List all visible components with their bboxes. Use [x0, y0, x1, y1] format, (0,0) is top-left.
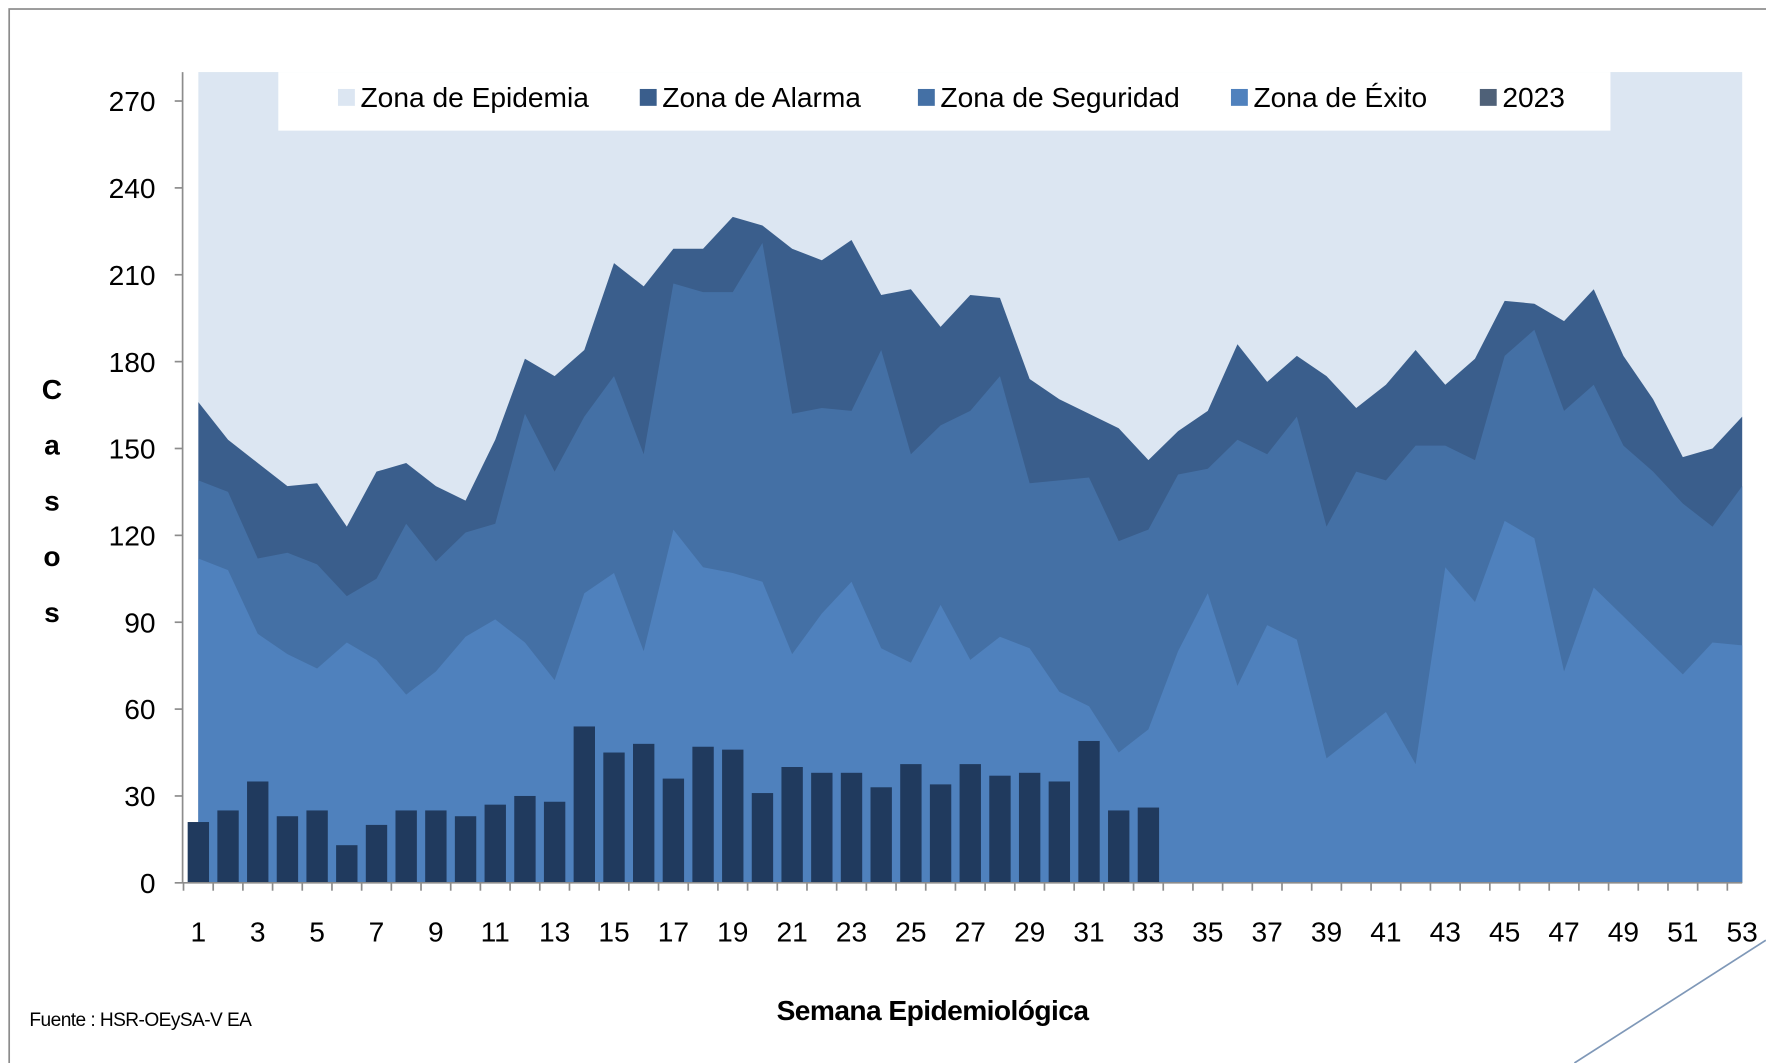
x-tick-label: 25 [895, 916, 926, 947]
source-note: Fuente : HSR-OEySA-V EA [29, 1010, 252, 1031]
y-tick-label: 150 [109, 434, 156, 465]
legend-swatch [337, 88, 355, 106]
bar [662, 778, 685, 883]
y-tick-label: 240 [109, 173, 156, 204]
x-tick-label: 47 [1548, 916, 1579, 947]
bar [1108, 810, 1130, 883]
bar [603, 752, 625, 883]
bar [217, 810, 239, 883]
y-tick-label: 120 [109, 520, 156, 551]
bar [454, 816, 477, 883]
legend-swatch [1479, 88, 1497, 106]
bar [425, 810, 447, 883]
bar [1137, 807, 1160, 883]
bar [781, 767, 803, 883]
y-axis-title: Casos [36, 374, 67, 653]
bar [633, 743, 655, 883]
x-tick-label: 11 [481, 916, 510, 947]
bar [1048, 781, 1071, 883]
y-tick-label: 210 [109, 260, 156, 291]
x-tick-label: 13 [539, 916, 570, 947]
x-tick-label: 7 [369, 916, 385, 947]
x-tick-label: 53 [1727, 916, 1758, 947]
x-tick-label: 35 [1192, 916, 1223, 947]
y-tick-label: 180 [109, 347, 156, 378]
bar [276, 816, 299, 883]
x-tick-label: 5 [309, 916, 325, 947]
x-tick-label: 17 [658, 916, 689, 947]
bar [573, 726, 596, 883]
bar [870, 787, 892, 883]
bar [514, 795, 536, 883]
x-tick-label: 33 [1133, 916, 1164, 947]
bar [187, 822, 210, 883]
x-tick-label: 27 [955, 916, 986, 947]
y-tick-label: 90 [124, 607, 155, 638]
bar [1018, 772, 1041, 883]
bar [929, 784, 952, 883]
x-tick-label: 51 [1667, 916, 1698, 947]
bar [840, 772, 863, 883]
bar [989, 775, 1011, 883]
y-tick-label: 60 [124, 694, 155, 725]
legend-label: Zona de Epidemia [361, 82, 590, 113]
x-tick-label: 31 [1073, 916, 1104, 947]
decorative-line [1573, 939, 1766, 1063]
bar [306, 810, 328, 883]
x-tick-label: 19 [717, 916, 748, 947]
legend-swatch [917, 88, 935, 106]
x-tick-label: 49 [1608, 916, 1639, 947]
bar [336, 845, 358, 883]
bar [1078, 740, 1100, 883]
x-tick-label: 21 [776, 916, 807, 947]
legend-label: Zona de Alarma [662, 82, 861, 113]
legend-label: 2023 [1502, 82, 1565, 113]
bar [751, 793, 774, 883]
legend-swatch [1230, 88, 1248, 106]
legend: Zona de Epidemia Zona de Alarma Zona de Se… [337, 82, 1565, 113]
x-tick-label: 9 [428, 916, 444, 947]
x-tick-label: 37 [1252, 916, 1283, 947]
x-tick-label: 23 [836, 916, 867, 947]
frame [8, 8, 1766, 1063]
x-tick-label: 43 [1430, 916, 1461, 947]
bar [811, 772, 833, 883]
bar [484, 804, 506, 883]
y-tick-label: 0 [140, 868, 156, 899]
bar [247, 781, 269, 883]
x-tick-label: 3 [250, 916, 266, 947]
bar [722, 749, 744, 883]
bar [395, 810, 417, 883]
legend-label: Zona de Seguridad [940, 82, 1179, 113]
legend-label: Zona de Éxito [1253, 82, 1427, 113]
x-tick-label: 1 [191, 916, 207, 947]
x-tick-label: 45 [1489, 916, 1520, 947]
legend-swatch [639, 88, 657, 106]
x-tick-label: 41 [1370, 916, 1401, 947]
x-tick-label: 15 [598, 916, 629, 947]
x-tick-label: 29 [1014, 916, 1045, 947]
legend-box [278, 72, 1611, 131]
bar [959, 764, 981, 883]
bar [365, 824, 388, 883]
x-axis-title: Semana Epidemiológica [777, 995, 1090, 1026]
bar [543, 801, 566, 883]
y-tick-label: 30 [124, 781, 155, 812]
y-tick-label: 270 [109, 86, 156, 117]
bar [692, 746, 714, 883]
x-tick-label: 39 [1311, 916, 1342, 947]
bar [900, 764, 922, 883]
